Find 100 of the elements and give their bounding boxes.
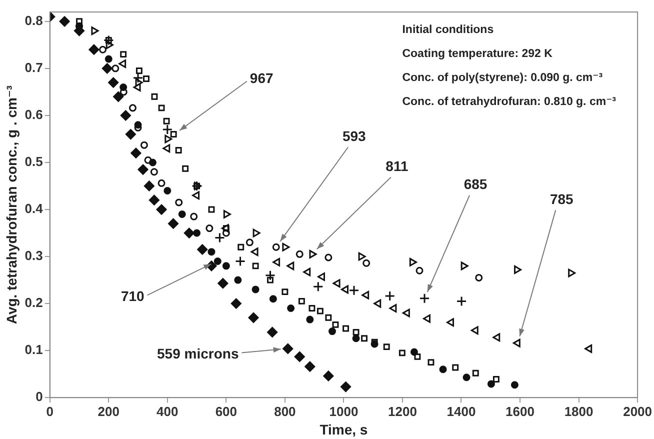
point: [140, 141, 148, 149]
y-axis-title: Avg. tetrahydrofuran conc., g . cm⁻³: [3, 85, 20, 324]
point: [235, 256, 246, 266]
annotation: 685: [464, 176, 488, 192]
point: [272, 243, 280, 251]
annotation: Initial conditions: [402, 24, 494, 36]
point: [208, 248, 216, 256]
point: [428, 359, 434, 366]
point: [135, 78, 143, 87]
point: [120, 88, 128, 96]
point: [439, 366, 447, 374]
annotation: 710: [120, 288, 145, 304]
annotation: Conc. of tetrahydrofuran: 0.810 g. cm⁻³: [402, 96, 616, 108]
point: [120, 83, 128, 91]
point: [358, 252, 366, 261]
point: [384, 290, 396, 302]
point: [456, 296, 467, 306]
annotation: 967: [250, 70, 274, 86]
point: [104, 55, 112, 63]
point: [272, 258, 280, 266]
x-tick-label: 1600: [506, 404, 534, 419]
point: [91, 26, 99, 36]
point: [234, 276, 242, 284]
point: [190, 212, 198, 220]
point: [223, 210, 231, 218]
point: [294, 351, 305, 362]
y-tick-label: 0.7: [24, 60, 43, 76]
point: [282, 343, 294, 354]
point: [402, 308, 410, 318]
point: [410, 348, 418, 356]
x-axis-title: Time, s: [320, 421, 368, 438]
point: [162, 124, 173, 135]
point: [59, 16, 70, 27]
point: [106, 40, 114, 50]
point: [324, 254, 332, 262]
x-tick-label: 600: [215, 404, 238, 419]
point: [383, 344, 390, 350]
point: [306, 316, 314, 324]
point: [514, 265, 522, 274]
point: [362, 259, 370, 267]
point: [214, 232, 225, 243]
y-tick-label: 0.6: [24, 107, 43, 122]
point: [332, 321, 339, 328]
point: [267, 276, 274, 284]
point: [158, 179, 166, 187]
point: [416, 266, 424, 274]
y-tick-label: 0.8: [24, 12, 43, 28]
point: [206, 224, 214, 232]
annotation: 785: [550, 190, 574, 207]
point: [246, 238, 254, 246]
point: [192, 191, 200, 200]
x-tick-label: 800: [274, 404, 296, 419]
point: [164, 134, 172, 144]
point: [250, 248, 258, 256]
point: [487, 380, 495, 388]
point: [144, 180, 154, 192]
point: [584, 344, 592, 353]
point: [352, 334, 360, 342]
point: [184, 228, 194, 238]
point: [298, 298, 305, 304]
point: [136, 68, 142, 74]
point: [158, 104, 165, 112]
point: [108, 77, 119, 88]
point: [125, 129, 136, 140]
y-tick-label: 0.2: [24, 295, 43, 310]
y-tick-label: 0.3: [24, 248, 43, 264]
point: [178, 210, 186, 218]
point: [182, 165, 189, 172]
point: [269, 295, 277, 303]
point: [419, 293, 430, 304]
point: [312, 281, 324, 292]
x-tick-label: 1200: [388, 404, 417, 419]
point: [248, 312, 259, 323]
point: [168, 218, 179, 229]
x-tick-label: 1400: [446, 404, 476, 419]
point: [472, 370, 479, 376]
point: [130, 148, 142, 158]
y-tick-label: 0.5: [24, 154, 43, 170]
y-tick-label: 0.4: [24, 201, 44, 216]
point: [156, 204, 167, 215]
point: [102, 63, 112, 74]
annotation: 559 microns: [157, 346, 239, 362]
point: [265, 270, 276, 281]
point: [238, 244, 244, 250]
point: [316, 308, 324, 314]
point: [120, 110, 131, 121]
point: [352, 329, 360, 336]
point: [568, 268, 576, 278]
x-tick-label: 400: [156, 404, 178, 419]
point: [510, 381, 518, 389]
point: [151, 93, 158, 100]
point: [282, 288, 288, 296]
point: [144, 156, 152, 164]
point: [170, 131, 177, 138]
point: [175, 198, 183, 206]
point: [193, 229, 201, 237]
point: [113, 91, 124, 102]
point: [374, 299, 382, 308]
point: [175, 147, 182, 154]
point: [88, 44, 100, 55]
